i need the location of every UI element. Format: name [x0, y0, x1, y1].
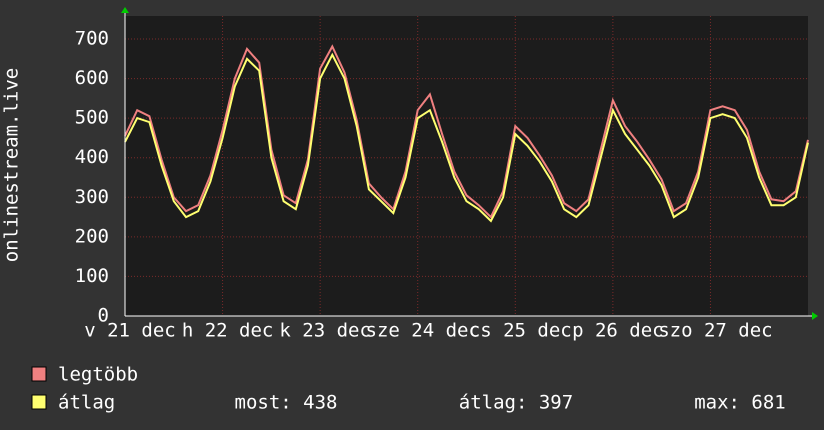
x-tick-label: k 23 dec — [279, 320, 371, 342]
y-tick-label: 700 — [75, 28, 109, 50]
legend-stat: átlag: 397 — [459, 392, 573, 414]
y-arrow — [121, 7, 129, 13]
y-tick-label: 500 — [75, 107, 109, 129]
x-tick-label: p 26 dec — [572, 320, 664, 342]
legend-stat: max: 681 — [694, 392, 786, 414]
x-tick-label: h 22 dec — [182, 320, 274, 342]
x-tick-label: cs 25 dec — [469, 320, 572, 342]
y-axis-label: onlinestream.live — [1, 68, 23, 262]
legend-swatch — [31, 394, 47, 410]
legend-swatch — [31, 366, 47, 382]
legend-label: legtöbb — [58, 364, 138, 386]
x-tick-label: szo 27 dec — [658, 320, 772, 342]
series-line — [124, 44, 809, 219]
x-arrow — [812, 312, 818, 320]
y-tick-label: 0 — [98, 305, 109, 327]
legend-stat: most: 438 — [235, 392, 338, 414]
y-tick-label: 100 — [75, 265, 109, 287]
y-tick-label: 600 — [75, 67, 109, 89]
y-tick-label: 300 — [75, 186, 109, 208]
plot-area — [125, 16, 808, 316]
series-line — [124, 52, 809, 223]
y-tick-label: 200 — [75, 225, 109, 247]
legend-label: átlag — [58, 392, 115, 414]
x-tick-label: v 21 dec — [84, 320, 176, 342]
y-tick-label: 400 — [75, 146, 109, 168]
x-tick-label: sze 24 dec — [366, 320, 480, 342]
